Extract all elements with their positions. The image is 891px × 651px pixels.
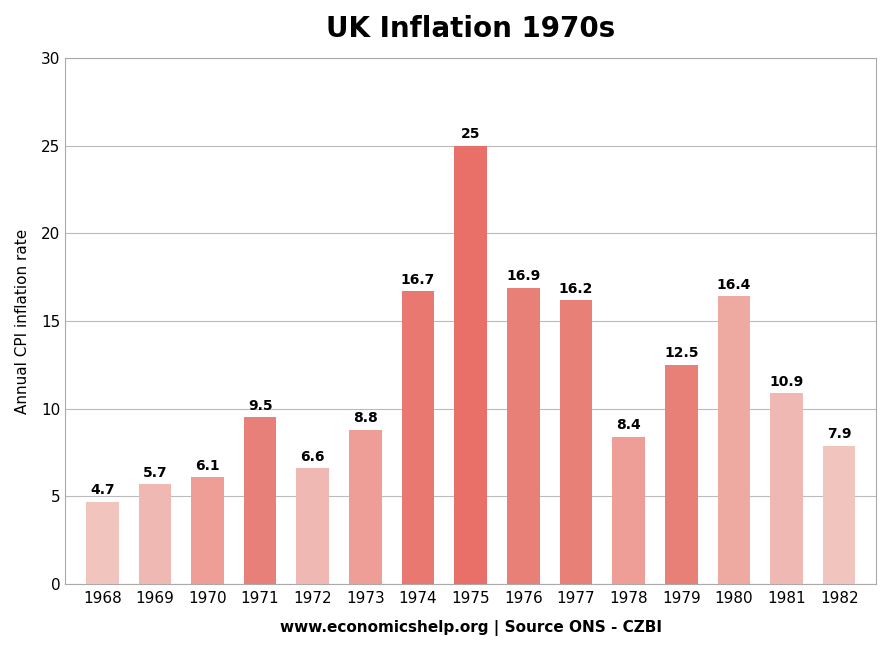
Text: 6.1: 6.1 [195,459,220,473]
Bar [297,468,329,584]
Text: 16.2: 16.2 [559,282,593,296]
Text: 16.4: 16.4 [716,278,751,292]
Bar [560,300,593,584]
Bar [717,296,750,584]
Bar [822,445,855,584]
Text: 25: 25 [461,127,480,141]
Bar [454,146,487,584]
X-axis label: www.economicshelp.org | Source ONS - CZBI: www.economicshelp.org | Source ONS - CZB… [280,620,662,636]
Text: 6.6: 6.6 [300,450,325,464]
Text: 16.9: 16.9 [506,270,541,283]
Text: 12.5: 12.5 [664,346,699,361]
Bar [665,365,698,584]
Bar [770,393,803,584]
Bar [138,484,171,584]
Y-axis label: Annual CPI inflation rate: Annual CPI inflation rate [15,229,30,413]
Bar [402,291,434,584]
Text: 7.9: 7.9 [827,427,852,441]
Bar [86,502,119,584]
Text: 8.8: 8.8 [353,411,378,425]
Text: 5.7: 5.7 [143,465,168,480]
Bar [507,288,540,584]
Text: 9.5: 9.5 [248,399,273,413]
Text: 10.9: 10.9 [770,374,804,389]
Bar [349,430,381,584]
Bar [612,437,645,584]
Bar [192,477,224,584]
Title: UK Inflation 1970s: UK Inflation 1970s [326,15,616,43]
Text: 8.4: 8.4 [617,419,641,432]
Text: 16.7: 16.7 [401,273,435,287]
Text: 4.7: 4.7 [90,483,115,497]
Bar [244,417,276,584]
